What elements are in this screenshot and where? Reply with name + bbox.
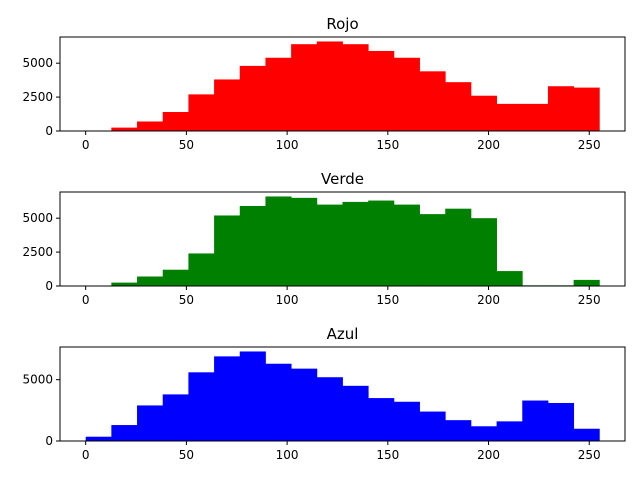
bar-rojo xyxy=(239,65,266,131)
bar-azul xyxy=(316,377,343,441)
x-tick-label-verde: 50 xyxy=(179,293,194,307)
x-tick-label-verde: 0 xyxy=(82,293,90,307)
y-tick-label-azul: 5000 xyxy=(22,373,53,387)
x-tick-label-azul: 150 xyxy=(376,448,399,462)
bar-verde xyxy=(419,214,446,286)
bar-rojo xyxy=(214,79,241,131)
bar-azul xyxy=(137,405,164,441)
bar-rojo xyxy=(342,44,369,131)
x-tick-label-rojo: 200 xyxy=(477,138,500,152)
bar-verde xyxy=(393,204,420,286)
x-tick-label-rojo: 100 xyxy=(276,138,299,152)
bar-azul xyxy=(445,420,472,441)
bar-rojo xyxy=(573,87,600,131)
bar-verde xyxy=(470,218,497,286)
bar-azul xyxy=(111,425,138,441)
x-tick-label-verde: 100 xyxy=(276,293,299,307)
panel-azul: Azul 0 50 100 150 200 250 0 5000 xyxy=(22,325,626,462)
bar-verde xyxy=(239,205,266,286)
chart-title-verde: Verde xyxy=(321,170,364,188)
x-tick-label-azul: 50 xyxy=(179,448,194,462)
bar-verde xyxy=(111,282,138,286)
axes-azul: 0 50 100 150 200 250 0 5000 xyxy=(22,346,626,462)
y-tick-label-verde: 5000 xyxy=(22,211,53,225)
bar-verde xyxy=(342,201,369,286)
bar-rojo xyxy=(162,112,189,131)
x-tick-label-rojo: 50 xyxy=(179,138,194,152)
bar-rojo xyxy=(547,86,575,131)
x-tick-label-azul: 250 xyxy=(578,448,601,462)
x-tick-label-rojo: 0 xyxy=(82,138,90,152)
axes-frame-verde xyxy=(59,191,626,287)
bar-verde xyxy=(368,200,395,286)
bar-azul xyxy=(393,401,420,441)
x-tick-label-verde: 150 xyxy=(376,293,399,307)
bar-rojo xyxy=(470,95,497,131)
y-tick-label-azul: 0 xyxy=(45,434,53,448)
bar-verde xyxy=(214,215,241,286)
bar-verde xyxy=(188,253,215,286)
y-tick-label-verde: 2500 xyxy=(22,245,53,259)
bar-verde xyxy=(162,269,189,286)
axes-frame-rojo xyxy=(59,36,626,132)
bar-azul xyxy=(419,411,446,441)
chart-title-rojo: Rojo xyxy=(326,15,358,33)
bar-verde xyxy=(316,204,343,286)
bar-verde xyxy=(265,196,292,286)
bar-azul xyxy=(188,372,215,441)
bar-azul xyxy=(470,426,497,441)
bar-azul xyxy=(547,402,575,441)
bar-verde xyxy=(573,279,600,286)
bar-rojo xyxy=(522,103,549,131)
x-tick-label-azul: 200 xyxy=(477,448,500,462)
bar-azul xyxy=(239,351,266,441)
x-tick-label-azul: 100 xyxy=(276,448,299,462)
bar-verde xyxy=(496,271,523,286)
bar-verde xyxy=(291,197,318,286)
bar-azul xyxy=(342,385,369,441)
bar-rojo xyxy=(111,127,138,131)
bar-azul xyxy=(85,436,112,441)
bar-rojo xyxy=(188,94,215,131)
bar-rojo xyxy=(393,57,420,131)
x-tick-label-rojo: 250 xyxy=(578,138,601,152)
bar-azul xyxy=(291,368,318,441)
bar-azul xyxy=(573,428,600,441)
bar-azul xyxy=(368,398,395,441)
bar-rojo xyxy=(265,57,292,131)
bar-rojo xyxy=(291,44,318,131)
x-tick-label-azul: 0 xyxy=(82,448,90,462)
y-tick-label-rojo: 5000 xyxy=(22,56,53,70)
bar-azul xyxy=(522,400,549,441)
y-tick-label-rojo: 2500 xyxy=(22,90,53,104)
bar-rojo xyxy=(316,41,343,131)
bar-verde xyxy=(137,276,164,286)
bar-verde xyxy=(445,208,472,286)
y-tick-label-rojo: 0 xyxy=(45,124,53,138)
bar-rojo xyxy=(445,82,472,131)
x-tick-label-rojo: 150 xyxy=(376,138,399,152)
bar-rojo xyxy=(137,121,164,131)
bars-rojo xyxy=(85,41,600,131)
x-tick-label-verde: 200 xyxy=(477,293,500,307)
bar-azul xyxy=(496,421,523,441)
bar-azul xyxy=(214,356,241,441)
x-tick-label-verde: 250 xyxy=(578,293,601,307)
bar-azul xyxy=(162,394,189,441)
chart-title-azul: Azul xyxy=(327,325,359,343)
y-tick-label-verde: 0 xyxy=(45,279,53,293)
axes-frame-azul xyxy=(59,346,626,442)
bar-rojo xyxy=(496,103,523,131)
bars-verde xyxy=(85,196,600,286)
bar-rojo xyxy=(368,50,395,131)
bar-azul xyxy=(265,363,292,441)
bars-azul xyxy=(85,351,600,441)
bar-rojo xyxy=(419,71,446,131)
